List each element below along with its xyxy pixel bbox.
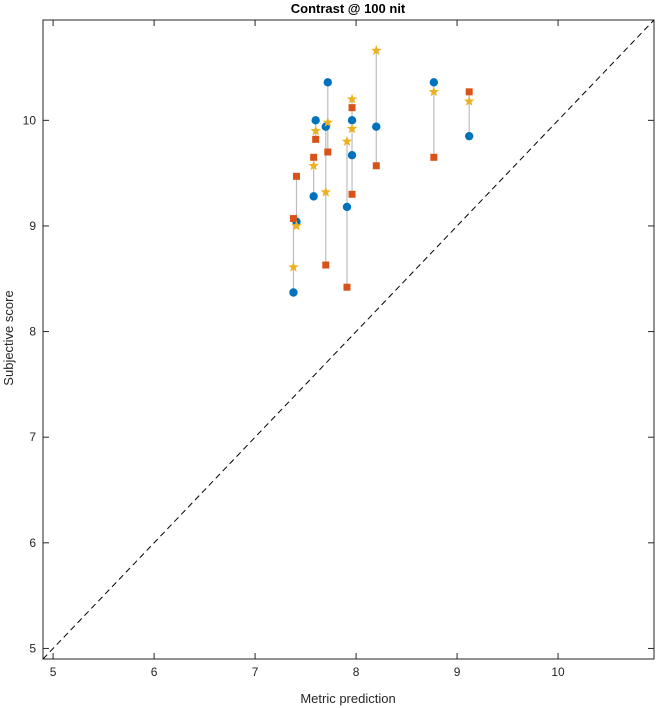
data-point-circle bbox=[342, 202, 352, 212]
data-point-star bbox=[346, 93, 358, 104]
data-point-square bbox=[289, 215, 297, 223]
data-point-circle bbox=[309, 192, 318, 201]
x-tick-label: 7 bbox=[252, 665, 259, 679]
data-point-star bbox=[346, 123, 358, 134]
y-tick-label: 7 bbox=[29, 430, 36, 444]
data-point-star bbox=[320, 186, 332, 197]
data-point-square bbox=[310, 153, 318, 161]
data-point-star bbox=[291, 220, 302, 231]
plot-frame bbox=[42, 19, 655, 660]
data-point-square bbox=[348, 104, 356, 112]
data-point-square bbox=[312, 135, 320, 143]
y-tick-label: 8 bbox=[29, 325, 36, 339]
data-point-circle bbox=[372, 122, 381, 131]
data-point-circle bbox=[323, 78, 332, 87]
data-point-square bbox=[324, 148, 332, 156]
data-point-circle bbox=[347, 116, 357, 125]
identity-line bbox=[42, 19, 655, 660]
data-point-square bbox=[430, 153, 438, 161]
data-point-circle bbox=[311, 116, 320, 125]
y-tick-label: 5 bbox=[29, 641, 36, 655]
x-tick-label: 5 bbox=[50, 665, 57, 679]
data-point-circle bbox=[347, 150, 357, 160]
data-point-circle bbox=[289, 288, 298, 297]
chart-title: Contrast @ 100 nit bbox=[291, 1, 406, 16]
data-point-square bbox=[372, 162, 380, 170]
y-tick-label: 10 bbox=[23, 113, 37, 127]
x-tick-label: 10 bbox=[551, 665, 565, 679]
data-point-star bbox=[463, 95, 475, 106]
data-point-star bbox=[371, 45, 382, 56]
data-point-star bbox=[322, 116, 334, 127]
data-point-circle bbox=[464, 131, 474, 141]
x-tick-label: 9 bbox=[454, 665, 461, 679]
data-point-star bbox=[428, 86, 440, 97]
data-point-square bbox=[322, 261, 330, 269]
data-point-square bbox=[465, 88, 473, 96]
data-point-circle bbox=[429, 78, 439, 87]
x-tick-label: 8 bbox=[353, 665, 360, 679]
data-point-star bbox=[310, 125, 321, 136]
x-tick-label: 6 bbox=[151, 665, 158, 679]
data-point-square bbox=[343, 283, 351, 291]
data-point-square bbox=[292, 172, 300, 180]
data-point-star bbox=[341, 135, 353, 146]
data-point-star bbox=[308, 160, 319, 171]
data-point-star bbox=[288, 261, 299, 272]
plot-area: 5 6 7 8 9 10 5 6 7 8 9 10 bbox=[23, 19, 655, 679]
y-tick-label: 9 bbox=[29, 219, 36, 233]
y-tick-label: 6 bbox=[29, 536, 36, 550]
data-point-square bbox=[348, 190, 356, 198]
x-axis-label: Metric prediction bbox=[300, 691, 395, 706]
y-axis-label: Subjective score bbox=[1, 290, 16, 385]
